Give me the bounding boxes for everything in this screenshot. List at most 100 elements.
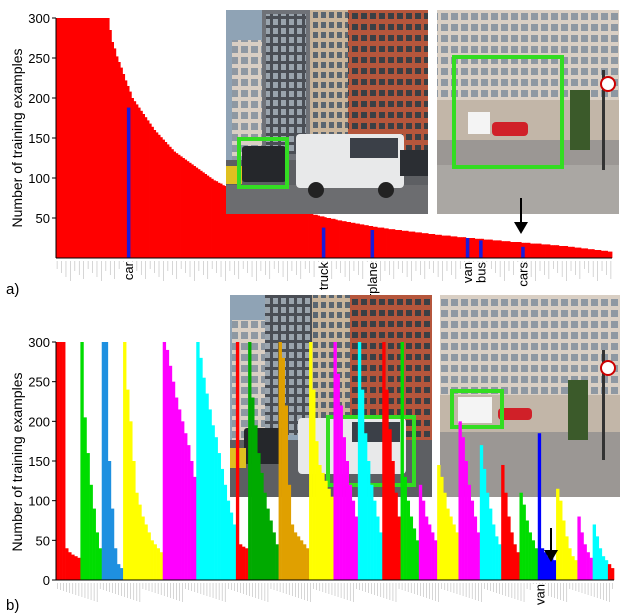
panel-b-bar [205,393,209,580]
panel-a-bar [73,18,77,258]
panel-a-bar [89,18,92,258]
panel-a-bar [82,18,86,258]
panel-b-bar [98,548,103,580]
panel-b-bar [464,461,468,580]
panel-b-bar [129,421,133,580]
panel-a-bar [525,242,529,258]
panel-b-bar [482,468,487,580]
panel-b-bar [525,520,529,580]
panel-a-bar [244,194,247,258]
panel-a-bar [605,250,608,258]
van-bounding-box-b [450,389,504,429]
panel-b-y-tick-label: 50 [36,533,50,548]
panel-b-bar [190,461,194,580]
panel-a-bar [496,240,500,258]
panel-b-bar [56,342,60,580]
panel-b-y-tick-label: 200 [28,414,50,429]
panel-b-bar [348,484,353,580]
panel-b-bar [229,512,234,580]
panel-a-y-tick-label: 50 [36,211,50,226]
panel-a-bar [213,180,216,258]
panel-b-bar [394,492,398,580]
panel-a-bar [476,238,480,258]
panel-a-bar [428,234,431,258]
panel-b-bar [385,389,389,580]
panel-a-bar [177,154,181,258]
panel-a-y-ticks: 50 100 150 200 250 300 [28,11,56,226]
panel-a-bar [368,226,371,258]
panel-a-bar [501,241,504,258]
panel-a-bar [567,246,571,258]
panel-a-bar [419,232,422,258]
panel-b-bar [187,445,191,580]
panel-a-bar [281,206,285,258]
panel-a-bar [312,214,316,258]
panel-b-bar [373,500,377,580]
panel-a-bar [394,230,398,258]
panel-b-bar [528,532,532,580]
panel-b-bar [409,516,414,580]
panel-a-bar [598,250,602,258]
panel-a-bar [474,238,478,258]
panel-b-bar [437,464,441,580]
panel-b-bar [214,437,218,580]
panel-a-bar [603,250,606,258]
panel-a-bar [217,182,221,258]
panel-b-bar [199,357,203,580]
panel-a-bar [140,110,143,258]
panel-a-bar [193,166,196,258]
panel-a-bar [552,245,555,258]
panel-a-bar [503,241,507,258]
panel-a-bar [235,190,239,258]
panel-a-bar [392,229,396,258]
panel-b-bar [339,405,343,580]
panel-a-bar [328,218,332,258]
panel-a-bar [423,233,427,258]
panel-a-bar [403,230,407,258]
panel-a-bar [222,185,225,258]
panel-a-bar [536,243,540,258]
panel-a-bar [530,243,533,258]
panel-a-bar [135,104,139,259]
panel-b-bar [196,342,200,580]
panel-a-bar [487,239,491,258]
panel-b-bar [357,342,362,580]
panel-a-bar [277,205,281,258]
panel-a-bar [224,186,227,258]
panel-b-y-axis-label: Number of training examples [9,373,25,552]
panel-a-bar [228,188,232,258]
panel-a-bar [388,229,391,258]
panel-b-bar [568,548,572,580]
panel-a-bar [534,243,538,258]
panel-b-bar [232,524,237,580]
panel-a-bar [122,74,126,258]
panel-a-bar [330,218,334,258]
panel-b-bar [202,377,206,580]
panel-a-bar [155,132,159,258]
street-photo-right-a [437,10,619,214]
panel-b-bar [68,552,72,580]
panel-a-bar [233,190,236,258]
panel-b-bar [504,492,508,580]
panel-b-bar [595,536,600,580]
panel-b-label: b) [6,597,19,613]
panel-b-bar [461,437,465,580]
panel-a-bar [186,161,190,258]
panel-a-bar [335,219,338,258]
panel-b-bar [501,464,505,580]
panel-b-bar [418,484,423,580]
panel-b-bar [574,560,578,580]
panel-b-bar [458,421,462,580]
panel-b-bar [83,417,87,580]
panel-b-bar [159,552,164,580]
panel-a-bar [607,251,611,258]
panel-a-bar [556,245,560,258]
panel-a-bar [215,181,219,258]
panel-a-bar [308,213,312,258]
panel-a-highlight-label: bus [473,262,488,283]
panel-a-bar [295,210,298,258]
panel-b-bar [571,556,575,580]
panel-a-bar [120,67,123,258]
panel-b-bar [421,500,426,580]
